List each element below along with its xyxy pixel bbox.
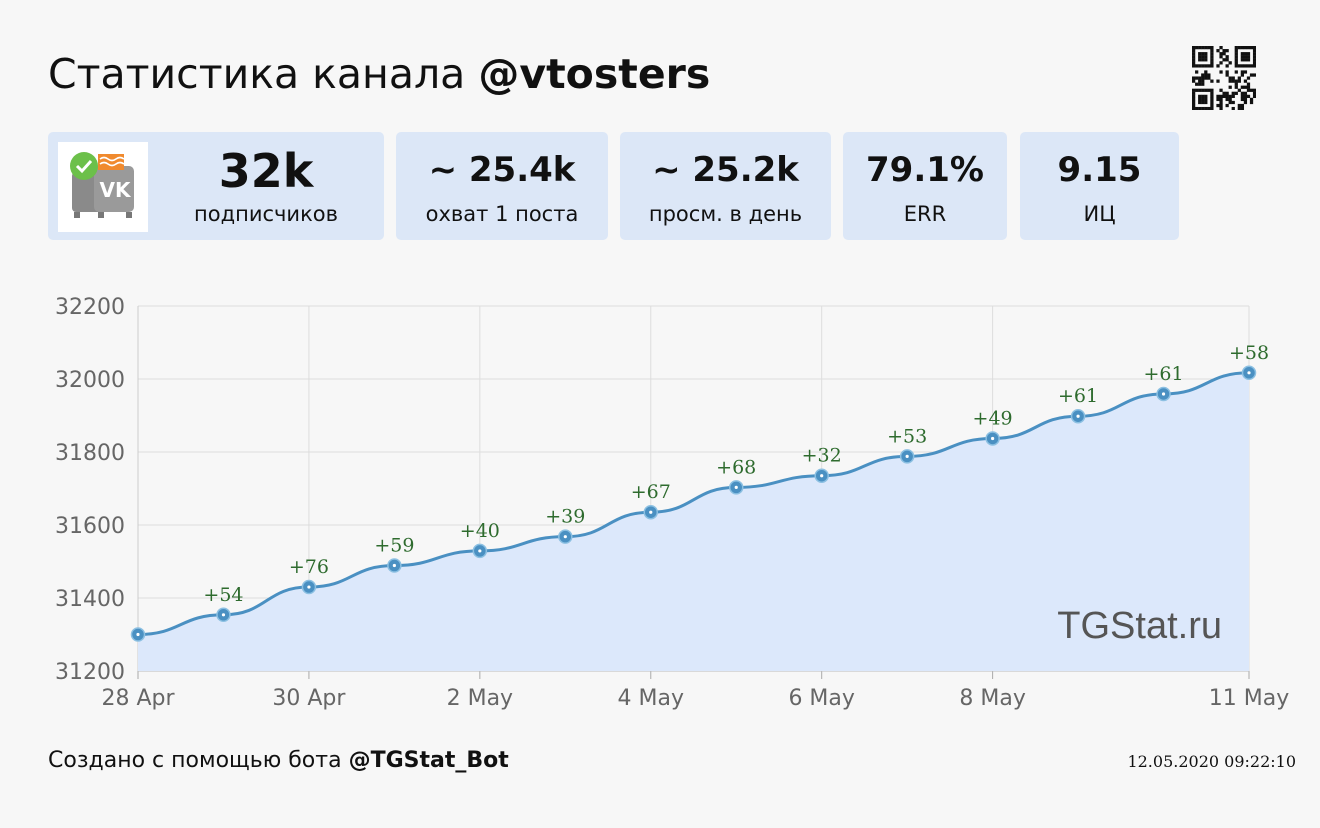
- x-tick-label: 4 May: [618, 686, 684, 711]
- daily-views-value: ~ 25.2k: [652, 150, 799, 190]
- data-point-center: [991, 436, 995, 441]
- y-tick-label: 31200: [55, 660, 125, 685]
- data-point-center: [136, 632, 140, 637]
- data-point-center: [820, 474, 824, 478]
- watermark-text: TGStat.ru: [1057, 605, 1222, 647]
- x-tick-label: 6 May: [788, 686, 854, 711]
- subscribers-chart: 31200 31400 31600 31800 32000 32200 28 Apr 30 A…: [55, 295, 1289, 711]
- channel-avatar: VK: [58, 142, 148, 232]
- err-label: ERR: [903, 202, 947, 226]
- delta-label: +53: [887, 425, 927, 447]
- y-tick-label: 31800: [55, 441, 125, 466]
- subscribers-label: подписчиков: [194, 202, 338, 226]
- data-point-center: [563, 535, 567, 539]
- daily-views-label: просм. в день: [648, 202, 803, 226]
- delta-label: +58: [1229, 342, 1269, 364]
- x-tick-label: 11 May: [1209, 686, 1289, 711]
- page-title: Статистика канала @vtosters: [48, 50, 710, 98]
- footer-credit: Создано с помощью бота @TGStat_Bot: [48, 748, 509, 773]
- y-tick-label: 32200: [55, 295, 125, 320]
- delta-label: +54: [203, 584, 243, 606]
- delta-label: +39: [545, 506, 585, 528]
- delta-label: +61: [1058, 385, 1098, 407]
- delta-label: +40: [460, 520, 500, 542]
- x-tick-label: 8 May: [959, 686, 1025, 711]
- reach-value: ~ 25.4k: [428, 150, 576, 190]
- series-line: [137, 371, 1250, 636]
- delta-label: +68: [716, 456, 756, 478]
- delta-label: +61: [1143, 363, 1183, 385]
- delta-label: +67: [631, 481, 671, 503]
- footer-text: Создано с помощью бота: [48, 748, 342, 773]
- delta-label: +76: [289, 556, 329, 578]
- series-area: [138, 372, 1249, 671]
- footer-timestamp: 12.05.2020 09:22:10: [1127, 752, 1296, 771]
- avatar-label: VK: [100, 178, 132, 202]
- data-point-center: [734, 485, 738, 490]
- y-tick-label: 31400: [55, 587, 125, 612]
- title-prefix: Статистика канала: [48, 50, 466, 98]
- y-tick-label: 32000: [55, 368, 125, 393]
- data-point-center: [221, 613, 226, 617]
- reach-label: охват 1 поста: [425, 202, 579, 226]
- delta-label: +59: [374, 535, 414, 557]
- subscribers-card: VK 32k подписчиков: [48, 132, 384, 240]
- citation-index-value: 9.15: [1057, 150, 1142, 190]
- delta-label: +49: [973, 407, 1013, 429]
- data-point-center: [1161, 392, 1166, 396]
- data-point-center: [905, 454, 909, 458]
- reach-card: ~ 25.4k охват 1 поста: [396, 132, 608, 240]
- err-value: 79.1%: [866, 150, 984, 190]
- x-tick-label: 2 May: [447, 686, 513, 711]
- data-point-center: [649, 510, 653, 514]
- data-point-center: [307, 585, 311, 589]
- x-tick-label: 30 Apr: [272, 686, 346, 711]
- data-point-center: [478, 549, 482, 553]
- data-point-center: [392, 563, 396, 568]
- err-card: 79.1% ERR: [843, 132, 1007, 240]
- citation-index-card: 9.15 ИЦ: [1020, 132, 1179, 240]
- y-tick-label: 31600: [55, 514, 125, 539]
- citation-index-label: ИЦ: [1083, 202, 1116, 226]
- qr-code-icon: [1192, 46, 1256, 110]
- data-point-center: [1076, 414, 1080, 418]
- channel-name: @vtosters: [478, 50, 711, 98]
- data-point-center: [1247, 371, 1251, 375]
- bot-name: @TGStat_Bot: [348, 748, 509, 773]
- daily-views-card: ~ 25.2k просм. в день: [620, 132, 831, 240]
- delta-label: +32: [802, 445, 842, 467]
- subscribers-value: 32k: [218, 144, 314, 198]
- x-tick-label: 28 Apr: [101, 686, 175, 711]
